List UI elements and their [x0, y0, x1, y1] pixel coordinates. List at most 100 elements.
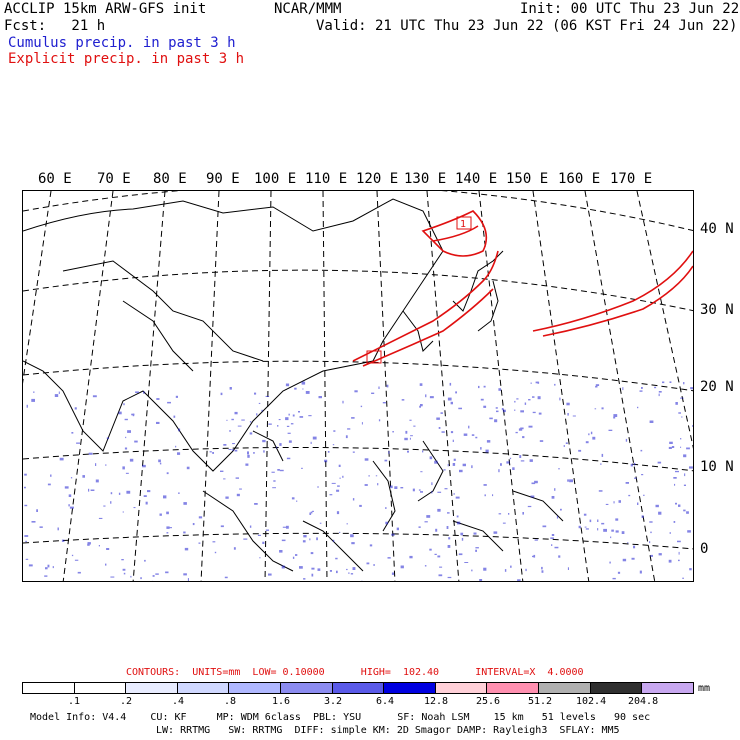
lon-label: 130 E [404, 171, 447, 187]
cumulus-cell [236, 493, 240, 497]
cumulus-cell [551, 534, 555, 536]
cumulus-cell [542, 525, 547, 528]
cumulus-cell [532, 555, 534, 558]
cumulus-cell [335, 557, 338, 560]
map-panel[interactable]: 1 [22, 190, 694, 582]
cumulus-cell [649, 521, 653, 523]
cumulus-cell [419, 405, 421, 408]
cumulus-cell [167, 401, 171, 404]
cumulus-cell [683, 382, 685, 385]
cumulus-cell [601, 407, 604, 410]
cumulus-cell [165, 571, 169, 574]
cumulus-cell [247, 454, 250, 458]
cumulus-cell [674, 483, 676, 486]
cumulus-cell [265, 395, 270, 397]
cumulus-cell [265, 529, 269, 531]
cumulus-cell [271, 471, 275, 473]
cumulus-cell [669, 381, 672, 383]
cumulus-cell [634, 477, 637, 479]
cumulus-cell [173, 415, 176, 418]
cumulus-cell [287, 432, 291, 434]
cumulus-cell [424, 565, 427, 567]
cumulus-cell [224, 576, 228, 579]
cumulus-cell [209, 451, 212, 453]
cumulus-cell [459, 469, 463, 473]
cumulus-cell [220, 470, 224, 472]
cumulus-cell [143, 495, 147, 497]
cumulus-cell [90, 489, 95, 491]
colorbar-cell [23, 683, 75, 693]
cumulus-cell [471, 434, 475, 436]
cumulus-cell [262, 439, 266, 443]
cumulus-cell [530, 382, 532, 384]
colorbar-label: 102.4 [576, 696, 607, 707]
colorbar-cell [487, 683, 540, 693]
lon-label: 120 E [356, 171, 399, 187]
cumulus-cell [551, 544, 553, 546]
colorbar-label: 204.8 [628, 696, 659, 707]
cumulus-cell [177, 452, 181, 455]
cumulus-cell [447, 576, 452, 579]
explicit-precip [352, 210, 693, 367]
colorbar-cell [281, 683, 333, 693]
cumulus-cell [633, 545, 636, 549]
cumulus-cell [309, 538, 311, 541]
cumulus-cell [382, 402, 386, 404]
cumulus-cell [450, 401, 453, 405]
footer-model-info: Model Info: V4.4 CU: KF MP: WDM 6class P… [30, 712, 651, 723]
cumulus-cell [228, 449, 232, 450]
cumulus-cell [253, 452, 255, 454]
cumulus-cell [163, 495, 167, 499]
cumulus-cell [527, 505, 532, 508]
cumulus-cell [501, 408, 504, 411]
cumulus-cell [589, 519, 592, 523]
cumulus-cell [578, 525, 581, 529]
cumulus-cell [455, 496, 460, 499]
cumulus-cell [446, 526, 449, 529]
cumulus-cell [569, 479, 573, 483]
cumulus-cell [516, 398, 519, 400]
cumulus-cell [658, 391, 662, 393]
footer-physics: LW: RRTMG SW: RRTMG DIFF: simple KM: 2D … [156, 725, 620, 736]
cumulus-cell [183, 531, 186, 534]
cumulus-cell [235, 477, 239, 479]
cumulus-cell [166, 532, 169, 534]
cumulus-cell [286, 525, 289, 529]
cumulus-cell [229, 387, 232, 390]
cumulus-cell [121, 559, 124, 561]
cumulus-cell [198, 542, 201, 544]
cumulus-cell [292, 414, 295, 417]
cumulus-cell [143, 391, 145, 394]
cumulus-cell [292, 556, 295, 559]
cumulus-cell [233, 547, 236, 550]
cumulus-cell [422, 450, 424, 453]
cumulus-cell [677, 540, 681, 543]
cumulus-cell [621, 531, 625, 534]
cumulus-cell [404, 437, 408, 441]
cumulus-cell [354, 390, 358, 393]
cumulus-cell [514, 400, 516, 403]
cumulus-cell [130, 575, 132, 578]
cumulus-cell [525, 568, 527, 572]
cumulus-cell [387, 557, 391, 559]
cumulus-cell [118, 411, 122, 415]
lat-label: 30 N [700, 302, 734, 318]
cumulus-cell [611, 529, 614, 532]
cumulus-cell [558, 555, 561, 558]
colorbar-cell [74, 683, 127, 693]
cumulus-cell [47, 564, 50, 568]
cumulus-cell [310, 511, 313, 514]
cumulus-cell [132, 413, 135, 417]
cumulus-cell [622, 387, 624, 391]
coastlines [23, 198, 564, 572]
cumulus-cell [556, 515, 559, 519]
cumulus-cell [528, 425, 533, 428]
cumulus-cell [110, 576, 115, 578]
parallel-lines [23, 191, 693, 550]
cumulus-cell [124, 447, 128, 450]
cumulus-cell [71, 554, 74, 557]
cumulus-cell [615, 518, 619, 521]
cumulus-cell [183, 573, 187, 576]
cumulus-cell [175, 395, 178, 398]
cumulus-cell [31, 521, 36, 523]
